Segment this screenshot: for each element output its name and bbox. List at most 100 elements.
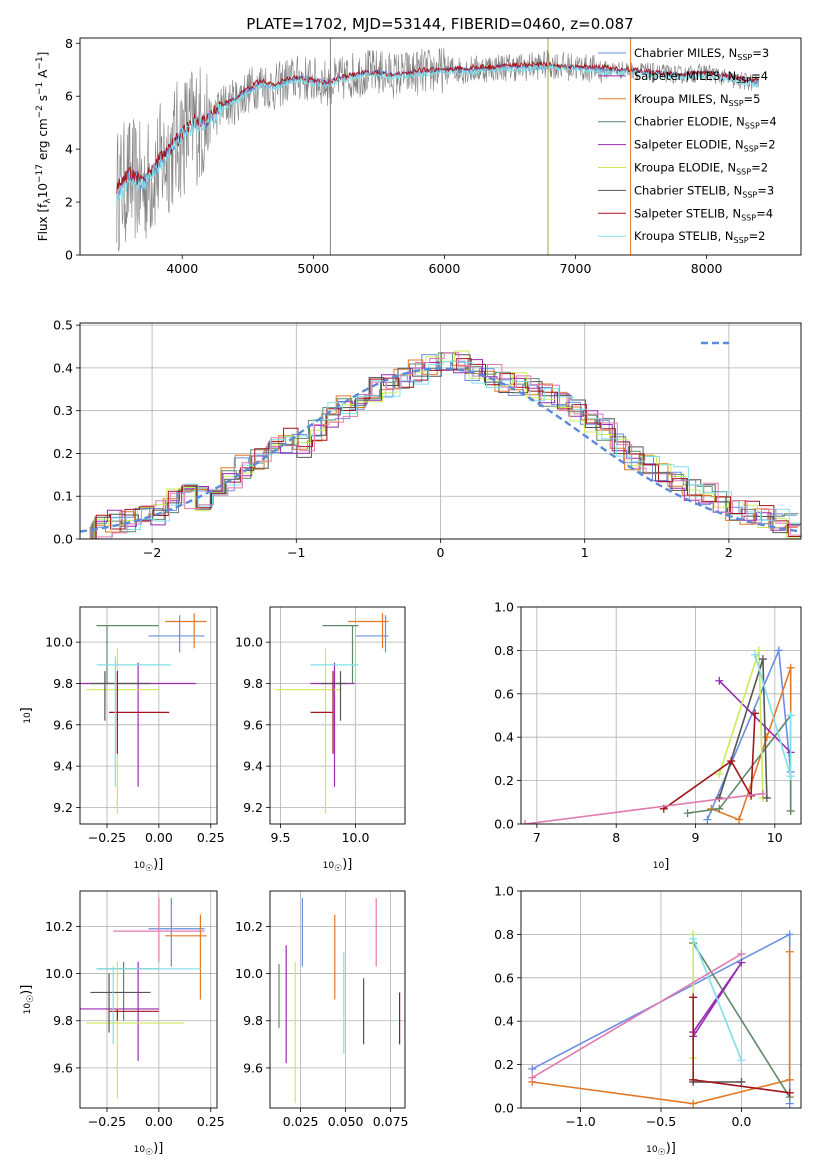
weight-marker	[758, 789, 767, 798]
histograms	[80, 350, 801, 539]
label-span: −2	[35, 105, 45, 118]
legend-sub: SSP	[737, 53, 752, 62]
legend-nssp: =4	[760, 115, 777, 129]
x-tick-label: 6000	[429, 261, 461, 276]
label-span: λ	[43, 198, 53, 204]
x-tick-label: 9	[692, 830, 700, 845]
legend-sub: SSP	[742, 190, 757, 199]
legend-name: Chabrier STELIB, N	[634, 183, 742, 197]
y-tick-label: 0.4	[53, 360, 73, 375]
x-tick-label: 0.075	[373, 1114, 409, 1129]
y-tick-label: 6	[65, 89, 73, 104]
legend-sub: SSP	[741, 213, 756, 222]
y-axis-label: 10]	[19, 707, 34, 724]
x-tick-label: 0.25	[197, 1114, 225, 1129]
y-tick-label: 9.8	[53, 676, 73, 691]
histogram-series	[82, 360, 801, 539]
label-sub: 10	[134, 861, 146, 871]
x-axis-label: 10☉)]	[323, 857, 353, 874]
massweight-vs-age-panel: 7 8 9 10 0.0 0.2 0.4 0.6 0.8 1.0 10]	[494, 600, 802, 872]
legend-sub: SSP	[745, 122, 760, 131]
weight-marker	[785, 1075, 794, 1084]
x-tick-label: −0.5	[646, 1114, 676, 1129]
y-tick-label: 8	[65, 36, 73, 51]
weight-marker	[786, 772, 795, 781]
y-tick-label: 0.8	[494, 643, 514, 658]
x-axis-label: 10]	[653, 857, 670, 872]
legend-name: Salpeter ELODIE, N	[634, 138, 744, 152]
weight-marker	[774, 646, 783, 655]
y-tick-label: 9.4	[243, 759, 263, 774]
histogram-series	[80, 359, 800, 539]
axes-frame	[79, 322, 802, 540]
y-tick-label: 0.4	[494, 730, 514, 745]
error-bars	[276, 613, 389, 814]
weight-line	[531, 953, 742, 1079]
residuals-panel: −2 −1 0 1 2 0.0 0.1 0.2 0.3 0.4 0.5	[53, 318, 802, 560]
weight-marker	[785, 1088, 794, 1097]
weight-marker	[785, 947, 794, 956]
label-span: −1	[35, 56, 45, 69]
legend-entry: Kroupa STELIB, NSSP=2	[634, 229, 765, 245]
weight-marker	[758, 655, 767, 664]
label-sub: 10	[646, 1145, 658, 1155]
age-vs-metallicity-panel: −0.25 0.00 0.259.29.49.69.810.010☉)]10]	[19, 606, 225, 874]
y-tick-label: 0.0	[494, 817, 514, 832]
y-tick-label: 9.8	[243, 1013, 263, 1028]
x-tick-label: −1.0	[565, 1114, 595, 1129]
error-bars	[80, 898, 207, 1099]
y-tick-label: 10.2	[45, 919, 73, 934]
histogram-series	[80, 354, 797, 539]
label-span: s	[36, 95, 50, 105]
histogram-series	[80, 359, 798, 539]
error-bars	[80, 613, 207, 814]
legend-nssp: =4	[756, 206, 773, 220]
label-sub: 10	[134, 1145, 146, 1155]
y-tick-label: 0.4	[494, 1014, 514, 1029]
y-tick-label: 0.0	[53, 532, 73, 547]
legend-name: Salpeter STELIB, N	[634, 206, 741, 220]
weight-marker	[737, 949, 746, 958]
legend-sub: SSP	[736, 168, 751, 177]
x-axis-label: 10☉)]	[646, 1141, 676, 1158]
label-span: Flux [f	[36, 203, 50, 241]
x-tick-label: 9.5	[271, 830, 291, 845]
x-tick-label: 2	[725, 545, 733, 560]
mass-vs-metallicity-panel: −0.25 0.00 0.259.69.810.010.210☉)]10☉)]	[19, 890, 225, 1158]
weight-marker	[727, 757, 736, 766]
weight-line	[687, 713, 792, 814]
legend-nssp: =4	[751, 69, 768, 83]
y-tick-label: 4	[65, 142, 73, 157]
legend-name: Chabrier ELODIE, N	[634, 115, 745, 129]
x-tick-label: 8000	[691, 261, 723, 276]
x-tick-label: −2	[143, 545, 161, 560]
weight-marker	[715, 793, 724, 802]
x-tick-label: 8	[612, 830, 620, 845]
age-vs-mass-panel: 9.5 10.0 9.2 9.4 9.6 9.8 10.0 10☉)]	[235, 606, 406, 874]
label-sub: 10	[23, 1003, 33, 1015]
axes-frame	[520, 890, 802, 1109]
x-tick-label: −0.25	[88, 1114, 126, 1129]
y-tick-label: 0.3	[53, 403, 73, 418]
y-tick-label: 10.2	[235, 919, 263, 934]
error-bars	[278, 898, 401, 1104]
legend-entry: Salpeter STELIB, NSSP=4	[634, 206, 773, 222]
label-span: erg cm	[36, 118, 50, 164]
weight-marker	[786, 806, 795, 815]
legend-entry: Chabrier MILES, NSSP=3	[634, 46, 769, 62]
model-fit-line	[116, 63, 759, 202]
x-tick-label: 0.25	[197, 830, 225, 845]
label-post: )]	[153, 1141, 163, 1156]
x-tick-label: 7000	[560, 261, 592, 276]
y-tick-label: 9.6	[53, 717, 73, 732]
legend-nssp: =3	[752, 46, 769, 60]
x-tick-label: 1	[581, 545, 589, 560]
histogram-series	[80, 352, 799, 539]
weight-line	[692, 938, 743, 1061]
y-tick-label: 0.6	[494, 686, 514, 701]
spectrum-panel: 4000 5000 6000 7000 8000 0 2 4 6 8 Flux [fλ10−17 e…	[35, 36, 802, 276]
weight-marker	[737, 1077, 746, 1086]
histogram-series	[81, 358, 801, 539]
weight-marker	[689, 993, 698, 1002]
